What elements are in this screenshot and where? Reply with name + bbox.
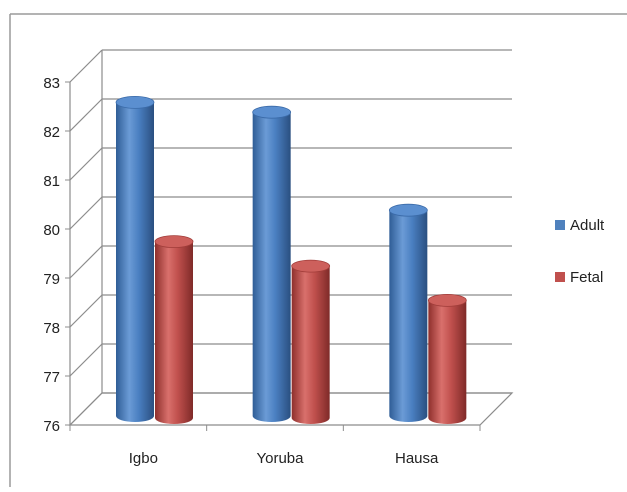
y-tick-label: 77 [43,369,60,386]
bar-body [389,210,428,422]
gridline-side [69,245,103,279]
y-tick-label: 79 [43,271,60,288]
legend-swatch-fetal [555,272,565,282]
bar-fetal-igbo [154,235,194,424]
y-tick-label: 76 [43,418,60,435]
bar-fetal-yoruba [291,259,331,424]
bar-top [154,235,194,249]
bar-body [291,266,330,424]
axes [65,50,514,431]
x-tick-label: Yoruba [257,450,305,467]
gridline-side [69,294,103,328]
bar-top [291,259,331,273]
y-tick-label: 83 [43,75,60,92]
bar-adult-yoruba [252,105,292,422]
bar-body [116,102,154,422]
y-tick-label: 81 [43,173,60,190]
bar-top [252,105,292,119]
bar-top [427,293,467,307]
x-tick-label: Hausa [395,450,439,467]
y-tick-label: 82 [43,124,60,141]
gridline-side [69,98,103,132]
bar-body [155,241,193,424]
chart-border [9,13,627,487]
bar-adult-igbo [115,96,155,422]
bar-fetal-hausa [427,293,467,425]
gridline-side [69,196,103,230]
legend: Adult Fetal [555,217,605,286]
x-tick-label: Igbo [129,450,158,467]
bar-top [388,203,428,217]
bar-body [428,300,467,425]
gridline-side [69,147,103,181]
bar-adult-hausa [388,203,428,422]
labels: 76 77 78 79 80 81 82 83 Igbo Yoruba Hausa [43,75,439,467]
gridline-side [69,343,103,377]
y-tick-label: 78 [43,320,60,337]
y-tick-label: 80 [43,222,60,239]
legend-label-adult: Adult [570,217,605,234]
bar-top [115,96,155,109]
bars [115,96,467,425]
legend-label-fetal: Fetal [570,269,603,286]
legend-swatch-adult [555,220,565,230]
gridline-side [69,49,103,83]
bar-body [252,112,291,422]
